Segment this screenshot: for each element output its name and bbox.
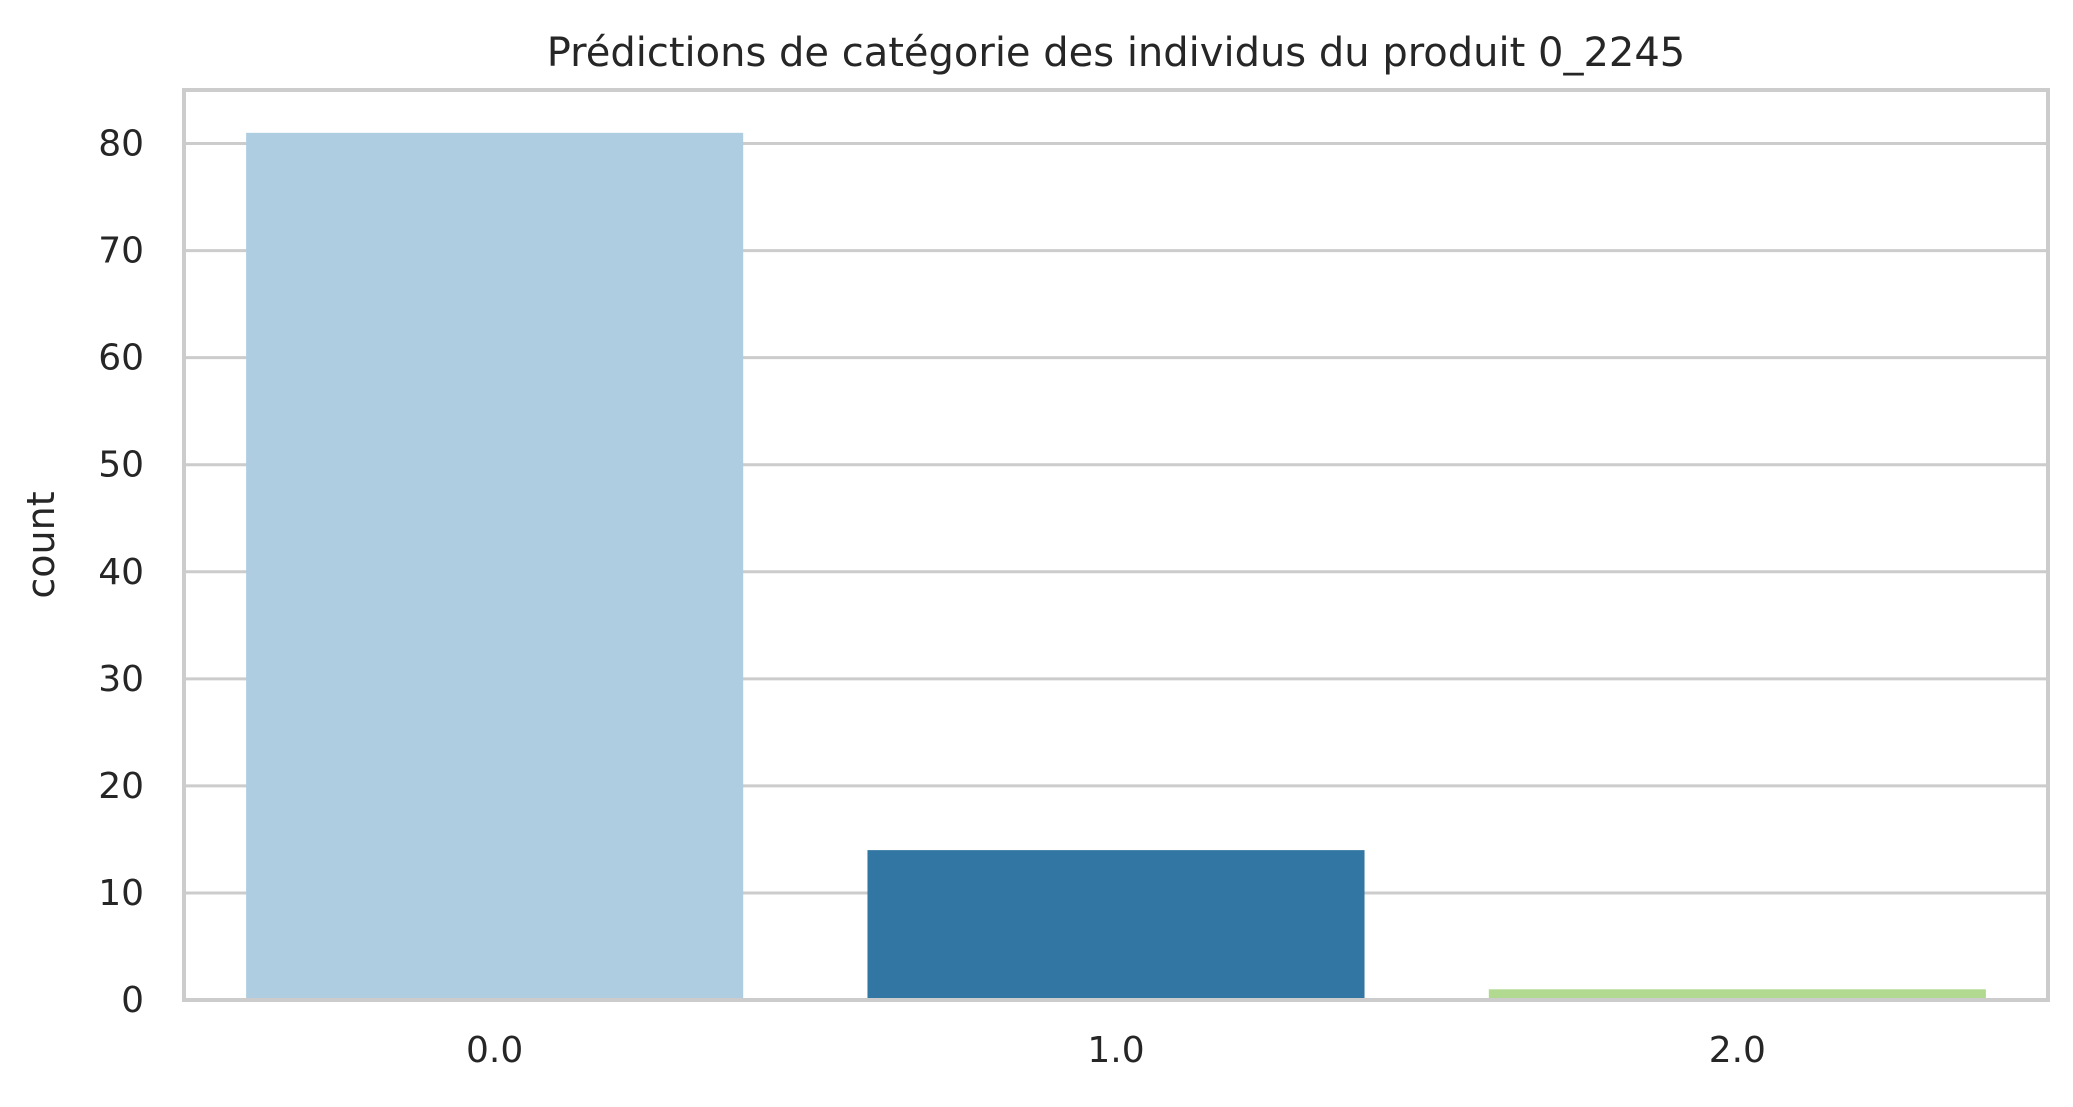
y-tick-label: 70	[98, 231, 144, 272]
x-tick-label: 1.0	[1087, 1030, 1144, 1071]
x-tick-label: 0.0	[466, 1030, 523, 1071]
y-tick-label: 0	[121, 980, 144, 1021]
y-tick-label: 80	[98, 124, 144, 165]
axes-frame	[182, 88, 2050, 1002]
x-tick-label: 2.0	[1709, 1030, 1766, 1071]
y-tick-label: 40	[98, 552, 144, 593]
y-tick-label: 60	[98, 338, 144, 379]
y-tick-label: 50	[98, 445, 144, 486]
chart-title: Prédictions de catégorie des individus d…	[547, 30, 1686, 76]
y-tick-label: 10	[98, 873, 144, 914]
y-tick-label: 20	[98, 766, 144, 807]
y-tick-label: 30	[98, 659, 144, 700]
y-axis-label: count	[19, 491, 63, 598]
bar-1.0	[867, 850, 1365, 1000]
bar-2.0	[1488, 989, 1986, 1000]
y-axis-ticks: 0 10 20 30 40 50 60 70 80	[98, 124, 144, 1021]
plot-frame	[182, 88, 2050, 1002]
x-axis-ticks: 0.0 1.0 2.0	[466, 1030, 1766, 1071]
bar-0.0	[246, 132, 744, 1000]
bar-layer	[246, 132, 1986, 1000]
